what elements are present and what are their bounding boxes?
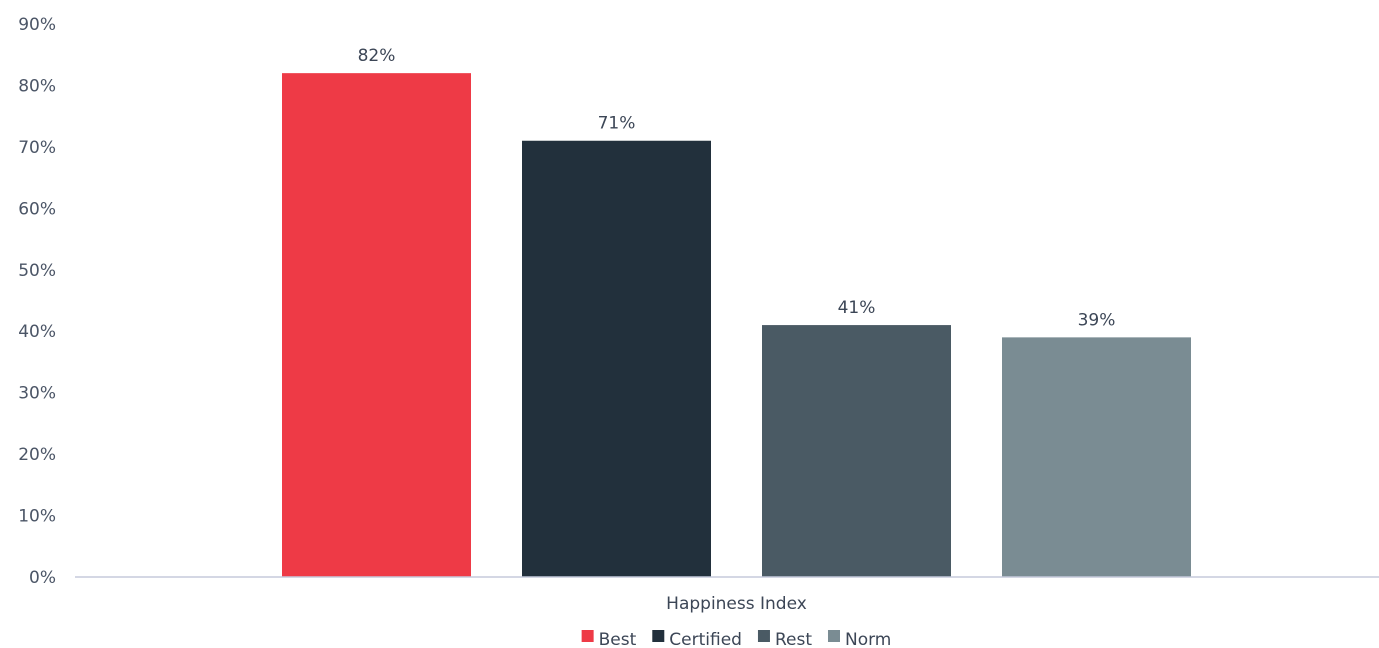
y-tick-label: 10%	[18, 507, 56, 527]
data-label-norm: 39%	[1078, 310, 1116, 330]
y-tick-label: 70%	[18, 138, 56, 158]
legend-label: Rest	[775, 630, 812, 648]
legend-item-rest: Rest	[757, 630, 812, 648]
y-axis: 0% 10% 20% 30% 40% 50% 60% 70% 80% 90%	[18, 15, 56, 588]
y-tick-label: 50%	[18, 261, 56, 281]
legend-label: Norm	[845, 630, 891, 648]
legend-swatch	[581, 630, 594, 642]
data-label-best: 82%	[358, 46, 396, 66]
y-tick-label: 60%	[18, 199, 56, 219]
bar-certified	[522, 140, 711, 577]
bar-best	[282, 73, 471, 578]
y-tick-label: 80%	[18, 76, 56, 96]
legend-item-norm: Norm	[827, 630, 891, 648]
y-tick-label: 20%	[18, 445, 56, 465]
bar-group	[282, 73, 1191, 578]
bar-norm	[1002, 337, 1191, 577]
y-tick-label: 0%	[29, 568, 56, 588]
legend-label: Certified	[669, 630, 742, 648]
legend-item-certified: Certified	[652, 630, 742, 648]
legend-swatch	[652, 630, 665, 642]
legend-swatch	[827, 630, 840, 642]
y-tick-label: 30%	[18, 384, 56, 404]
data-label-group: 82% 71% 41% 39%	[358, 46, 1116, 330]
y-tick-label: 90%	[18, 15, 56, 35]
legend-item-best: Best	[581, 630, 637, 648]
data-label-rest: 41%	[838, 298, 876, 318]
data-label-certified: 71%	[598, 114, 636, 134]
legend-label: Best	[599, 630, 637, 648]
bar-rest	[762, 325, 951, 577]
x-category-label: Happiness Index	[666, 594, 807, 614]
x-axis: Happiness Index	[666, 594, 807, 614]
y-tick-label: 40%	[18, 322, 56, 342]
legend: Best Certified Rest Norm	[581, 630, 891, 648]
legend-swatch	[757, 630, 770, 642]
